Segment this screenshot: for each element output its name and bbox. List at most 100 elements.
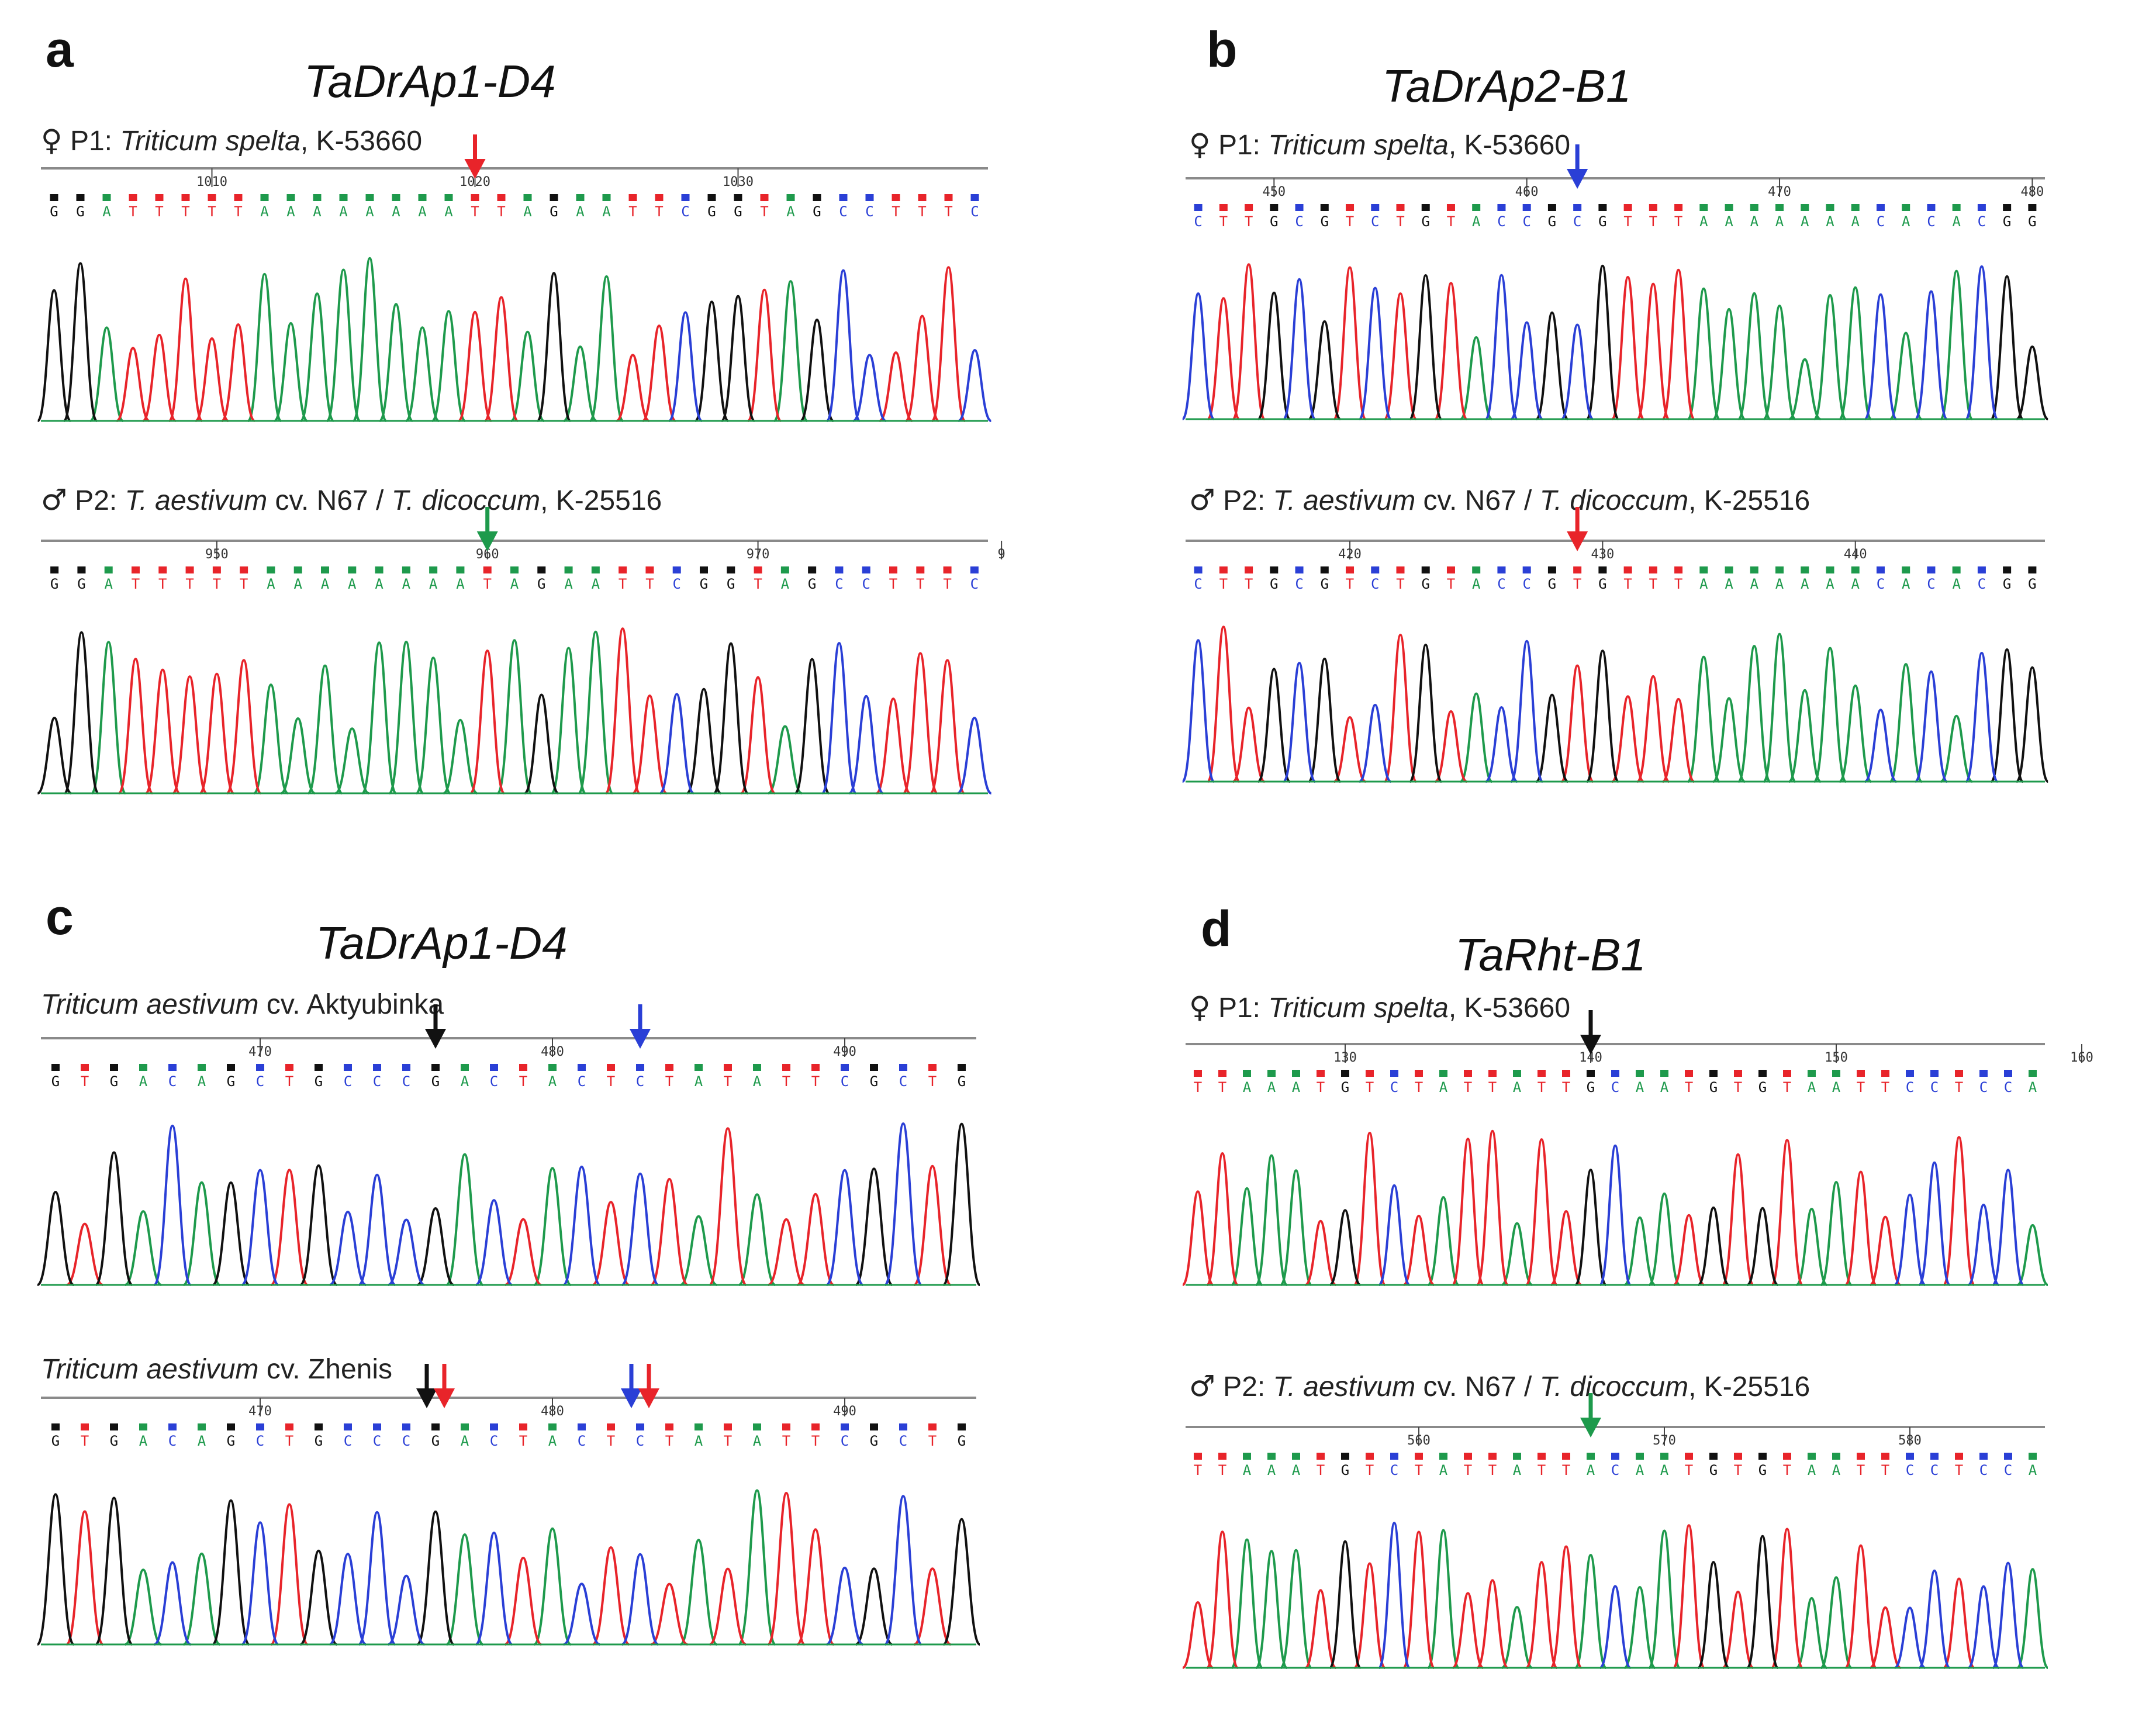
snp-arrow (425, 1004, 446, 1049)
quality-square (753, 1064, 761, 1071)
base-call: C (1927, 213, 1935, 230)
quality-square (1801, 566, 1809, 573)
quality-square (754, 566, 762, 573)
base-call: T (471, 203, 479, 220)
base-call: G (2028, 576, 2036, 592)
base-call: A (456, 576, 465, 592)
base-call: T (1218, 1462, 1226, 1478)
base-call: C (835, 576, 843, 592)
base-call: C (2004, 1462, 2012, 1478)
base-call: A (1808, 1462, 1816, 1478)
position-label: 460 (1515, 185, 1539, 199)
quality-square (132, 566, 140, 573)
position-label: 490 (833, 1404, 856, 1419)
label-mid: cv. N67 / (267, 485, 392, 516)
quality-square (537, 566, 546, 573)
label-mid: cv. N67 / (1415, 485, 1540, 516)
quality-square (808, 566, 817, 573)
base-call: G (1321, 576, 1329, 592)
quality-square (607, 1423, 615, 1430)
quality-square (1636, 1070, 1644, 1077)
base-call: C (168, 1433, 177, 1449)
trace-label-p2: ♂ P2: T. aestivum cv. N67 / T. dicoccum,… (1189, 1371, 1810, 1401)
species-name: T. aestivum (125, 485, 268, 516)
quality-square (1267, 1070, 1276, 1077)
base-call: T (1219, 576, 1228, 592)
base-call: A (375, 576, 383, 592)
quality-square (1341, 1453, 1349, 1460)
base-call: C (1979, 1462, 1988, 1478)
quality-square (1955, 1453, 1963, 1460)
base-call: T (665, 1073, 673, 1090)
base-call: T (1685, 1079, 1693, 1096)
quality-square (707, 194, 716, 201)
base-call: C (681, 203, 689, 220)
base-call: C (578, 1073, 586, 1090)
quality-square (1446, 204, 1455, 211)
quality-square (168, 1064, 177, 1071)
quality-square (81, 1423, 89, 1430)
quality-square (1194, 1453, 1202, 1460)
base-call: T (782, 1433, 790, 1449)
position-label: 470 (248, 1404, 272, 1419)
base-call: G (2028, 213, 2036, 230)
quality-square (1267, 1453, 1276, 1460)
quality-square (392, 194, 400, 201)
quality-square (1194, 204, 1203, 211)
base-call: A (104, 576, 113, 592)
base-call: T (628, 203, 637, 220)
quality-square (139, 1423, 147, 1430)
base-call: C (344, 1073, 352, 1090)
base-call: A (139, 1073, 148, 1090)
base-call: C (1371, 576, 1379, 592)
base-call: A (1851, 576, 1860, 592)
base-call: A (1801, 213, 1809, 230)
quality-square (1598, 566, 1607, 573)
quality-square (1734, 1070, 1742, 1077)
quality-square (2029, 1453, 2037, 1460)
quality-square (681, 194, 690, 201)
quality-square (51, 1064, 60, 1071)
trace-label-cultivar-2: Triticum aestivum cv. Zhenis (41, 1354, 392, 1384)
base-call: C (490, 1073, 498, 1090)
quality-square (1522, 204, 1531, 211)
quality-square (1977, 566, 1986, 573)
base-call: T (1317, 1462, 1325, 1478)
quality-square (916, 566, 925, 573)
base-call: A (1292, 1079, 1301, 1096)
quality-square (1497, 204, 1506, 211)
quality-square (1587, 1453, 1595, 1460)
base-call: A (1826, 576, 1834, 592)
quality-square (2004, 1453, 2012, 1460)
base-call: C (490, 1433, 498, 1449)
trace-peak-A (1231, 1529, 2049, 1669)
quality-square (970, 194, 979, 201)
quality-square (510, 566, 519, 573)
quality-square (591, 566, 600, 573)
quality-square (841, 1064, 849, 1071)
quality-square (1346, 566, 1355, 573)
quality-square (1611, 1070, 1619, 1077)
quality-square (862, 566, 870, 573)
base-call: T (285, 1433, 293, 1449)
quality-square (1734, 1453, 1742, 1460)
base-call: A (781, 576, 790, 592)
quality-square (1346, 204, 1355, 211)
quality-square (1317, 1070, 1325, 1077)
quality-square (1725, 566, 1733, 573)
quality-square (1270, 566, 1279, 573)
base-call: A (198, 1433, 206, 1449)
quality-square (158, 566, 167, 573)
quality-square (2028, 204, 2037, 211)
base-call: G (77, 576, 85, 592)
quality-square (1649, 204, 1657, 211)
base-call: A (293, 576, 302, 592)
base-call: G (2003, 213, 2011, 230)
base-call: T (155, 203, 163, 220)
base-call: A (286, 203, 295, 220)
quality-square (892, 194, 900, 201)
base-call: C (578, 1433, 586, 1449)
quality-square (1660, 1453, 1668, 1460)
base-call: T (1219, 213, 1228, 230)
quality-square (727, 566, 735, 573)
